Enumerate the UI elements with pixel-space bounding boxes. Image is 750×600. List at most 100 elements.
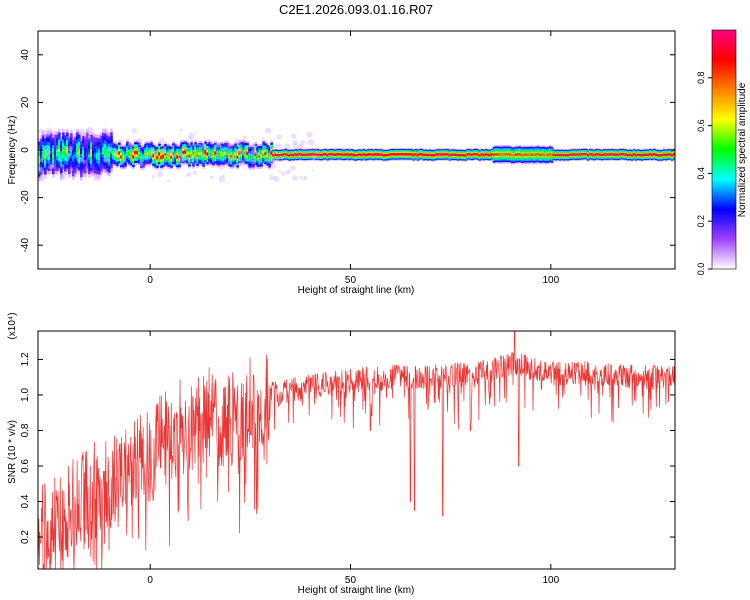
spectrogram-ridge-core (350, 153, 354, 156)
spectrogram-ridge-core (162, 155, 165, 158)
spectrogram-ridge-core (442, 153, 446, 156)
spectrogram-ridge-core (190, 151, 193, 154)
spectrogram-speck (67, 152, 72, 157)
spectrogram-ridge-core (298, 152, 302, 156)
spectrogram-ridge-core (150, 151, 153, 154)
spectrogram-ridge-core (432, 154, 436, 157)
spectrogram-speck (159, 148, 165, 154)
spectrogram-ridge-core (336, 153, 340, 156)
spectrogram-speck (59, 174, 63, 177)
spectrogram-ridge-core (376, 153, 380, 156)
spectrogram-ridge-core (482, 153, 486, 157)
spectrogram-speck (297, 143, 304, 150)
spectrogram-ridge-core (244, 152, 247, 155)
spectrogram-ridge-core (436, 153, 440, 156)
spectrogram-ridge-core (98, 155, 101, 158)
spectrogram-ridge-core (594, 153, 598, 156)
spectrogram-ridge-core (360, 154, 364, 157)
spectrogram-speck (69, 167, 74, 172)
spectrogram-ridge-core (448, 154, 452, 157)
spectrogram-ridge-core (204, 150, 207, 154)
spectrogram-ridge-core (510, 154, 514, 157)
spectrogram-speck (171, 153, 174, 156)
spectrogram-ridge-core (456, 154, 460, 157)
spectrogram-ridge-core (108, 153, 111, 156)
spectrogram-ridge-core (480, 153, 484, 156)
spectrogram-ridge-core (58, 149, 61, 152)
spectrogram-speck (315, 151, 319, 154)
spectrogram-ridge-core (662, 153, 666, 156)
spectrogram-ridge-core (606, 153, 610, 156)
spectrogram-speck (231, 156, 236, 162)
spectrogram-ridge-core (310, 153, 314, 156)
spectrogram-ridge-core (92, 153, 95, 156)
spectrogram-speck (46, 127, 52, 132)
spectrogram-ridge-core (110, 149, 113, 152)
spectrogram-ridge-core (286, 153, 289, 157)
colorbar-label: Normalized spectral amplitude (737, 82, 748, 217)
spectrogram-image (38, 126, 675, 183)
spectrogram-ridge-core (520, 153, 524, 157)
spectrogram-ridge-core (470, 153, 474, 157)
spectrogram-ridge-core (506, 153, 510, 156)
spectrogram-speck (275, 143, 282, 149)
spectrogram-ridge-core (188, 155, 191, 158)
spectrogram-speck (144, 155, 148, 160)
spectrogram-ridge-core (642, 153, 646, 157)
spectrogram-speck (245, 145, 249, 149)
spectrogram-ridge-core (186, 152, 189, 155)
spectrogram-ridge-core (486, 153, 490, 157)
spectrogram-ridge-core (568, 153, 572, 157)
colorbar-tick-label: 0.2 (696, 215, 706, 228)
spectrogram-ridge-core (166, 154, 169, 158)
spectrogram-ridge-core (56, 151, 59, 155)
spectrogram-ridge-core (410, 153, 414, 156)
spectrogram-ridge-core (460, 153, 464, 157)
spectrogram-ridge-core (550, 153, 554, 157)
spectrogram-ridge-core (616, 153, 620, 157)
spectrogram-ridge-core (208, 151, 211, 154)
spectrogram-ridge-core (170, 156, 173, 159)
spectrogram-speck (96, 176, 101, 182)
spectrogram-speck (281, 171, 286, 177)
spectrogram-speck (202, 145, 207, 150)
spectrogram-ridge-core (260, 155, 263, 158)
spectrogram-ridge-core (364, 154, 368, 157)
spectrogram-speck (86, 126, 94, 134)
spectrogram-ridge-core (538, 153, 542, 157)
spectrogram-speck (284, 143, 291, 149)
spectrogram-ridge-core (124, 155, 127, 158)
spectrogram-speck (224, 146, 229, 151)
spectrogram-ridge-core (640, 154, 644, 157)
spectrogram-speck (38, 166, 43, 172)
spectrogram-ridge-core (268, 156, 271, 159)
spectrogram-speck (292, 139, 298, 146)
spectrogram-x-tick-label: 0 (147, 275, 153, 286)
spectrogram-ridge-core (572, 153, 576, 156)
spectrogram-speck (251, 142, 257, 149)
spectrogram-ridge-core (590, 153, 594, 156)
spectrogram-ridge-core (526, 153, 530, 156)
spectrogram-ridge-core (514, 153, 518, 156)
spectrogram-ridge-core (88, 154, 91, 158)
spectrogram-ridge-core (312, 153, 316, 156)
spectrogram-ridge-core (272, 154, 275, 157)
spectrogram-ridge-core (236, 155, 239, 159)
spectrogram-speck (59, 173, 64, 178)
colorbar-ticks: 0.0 0.2 0.4 0.6 0.8 (696, 72, 712, 275)
spectrogram-speck (181, 146, 184, 150)
spectrogram-ridge-core (90, 151, 93, 155)
spectrogram-speck (94, 146, 98, 149)
spectrogram-ridge-core (94, 154, 97, 157)
spectrogram-ridge-core (116, 154, 119, 157)
spectrogram-ridge-core (494, 153, 498, 156)
spectrogram-ridge-core (566, 154, 570, 157)
spectrogram-ridge-core (220, 152, 223, 156)
spectrogram-ridge-core (74, 154, 77, 157)
spectrogram-ridge-core (544, 153, 548, 157)
spectrogram-ridge-core (664, 153, 668, 157)
spectrogram-ridge-core (152, 154, 155, 157)
spectrogram-speck (123, 159, 127, 162)
spectrogram-ridge-core (230, 155, 233, 158)
spectrogram-ridge-core (348, 153, 352, 157)
